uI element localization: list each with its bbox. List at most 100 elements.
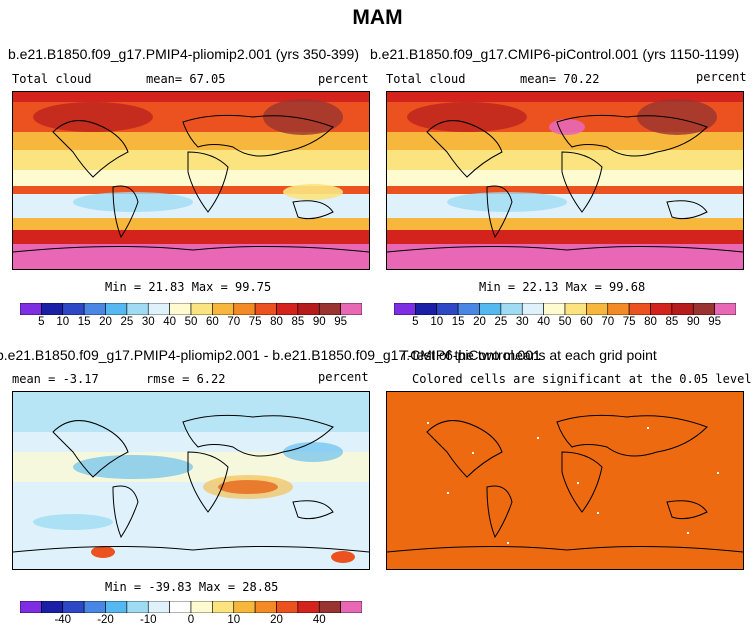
colorbar-tick-label: 85: [291, 316, 305, 328]
colorbar-swatch: [628, 303, 651, 315]
panel-1-minmax: Min = 21.83 Max = 99.75: [105, 280, 272, 294]
colorbar-tick-label: 40: [312, 614, 326, 626]
panel-2-minmax: Min = 22.13 Max = 99.68: [479, 280, 646, 294]
colorbar-swatch: [692, 303, 715, 315]
colorbar-tick-label: 85: [665, 316, 679, 328]
colorbar-swatch: [276, 601, 299, 613]
colorbar-swatch: [254, 303, 277, 315]
colorbar-tick-label: 80: [644, 316, 657, 328]
colorbar-swatch: [147, 601, 170, 613]
panel-2-variable-label: Total cloud: [386, 72, 466, 86]
panel-1-title: b.e21.B1850.f09_g17.PMIP4-pliomip2.001 (…: [8, 46, 359, 62]
panel-4-significance-label: Colored cells are significant at the 0.0…: [412, 372, 752, 386]
colorbar-swatch: [543, 303, 566, 315]
colorbar-swatch: [169, 601, 192, 613]
colorbar-tick-label: 5: [38, 316, 45, 328]
colorbar-tick-label: 0: [187, 614, 195, 626]
colorbar-swatch: [586, 303, 609, 315]
colorbar-tick-label: -10: [139, 614, 157, 626]
panel-3-units-label: percent: [318, 370, 369, 384]
colorbar-tick-label: 90: [312, 316, 326, 328]
colorbar-tick-label: 60: [579, 316, 593, 328]
ttest-nonsignificant-points: [427, 422, 719, 544]
colorbar-swatch: [276, 303, 299, 315]
colorbar-tick-label: 70: [601, 316, 615, 328]
panel-2-map: [386, 91, 744, 270]
colorbar-tick-label: 25: [120, 316, 134, 328]
colorbar-swatch: [83, 601, 106, 613]
colorbar-tick-label: 20: [99, 316, 112, 328]
colorbar-tick-label: 30: [515, 316, 529, 328]
colorbar-swatch: [436, 303, 459, 315]
colorbar-swatch: [62, 303, 85, 315]
colorbar-swatch: [318, 303, 341, 315]
colorbar-tick-label: -40: [54, 614, 72, 626]
colorbar-swatch: [394, 303, 416, 315]
colorbar-tick-label: 50: [558, 316, 572, 328]
colorbar-swatch: [479, 303, 502, 315]
colorbar-tick-label: 5: [412, 316, 419, 328]
colorbar-tick-label: 75: [622, 316, 636, 328]
colorbar-swatch: [190, 601, 213, 613]
panel-1-mean-label: mean= 67.05: [146, 72, 226, 86]
colorbar-swatch: [233, 601, 256, 613]
colorbar-swatch: [105, 601, 128, 613]
colorbar-tick-label: 95: [708, 316, 722, 328]
colorbar-swatch: [126, 601, 149, 613]
panel-3-colorbar: -40 -20 -10 0 10 20 40: [20, 601, 362, 627]
colorbar-tick-label: 25: [494, 316, 508, 328]
colorbar-tick-label: 10: [227, 614, 241, 626]
colorbar-tick-label: 50: [184, 316, 198, 328]
colorbar-swatch: [318, 601, 341, 613]
colorbar-swatch: [62, 601, 85, 613]
colorbar-swatch: [41, 303, 64, 315]
colorbar-tick-label: 40: [537, 316, 551, 328]
colorbar-tick-label: 15: [77, 316, 91, 328]
colorbar-tick-label: 10: [430, 316, 444, 328]
colorbar-tick-label: 40: [163, 316, 177, 328]
colorbar-tick-label: 15: [451, 316, 465, 328]
panel-3-rmse-label: rmse = 6.22: [146, 372, 226, 386]
page-title: MAM: [352, 6, 403, 29]
panel-1-map: [12, 91, 370, 270]
colorbar-swatch: [126, 303, 149, 315]
colorbar-swatch: [212, 601, 235, 613]
colorbar-tick-label: 20: [473, 316, 486, 328]
panel-3-minmax: Min = -39.83 Max = 28.85: [105, 580, 279, 594]
colorbar-tick-label: 10: [56, 316, 70, 328]
panel-4-title: T-test of the two means at each grid poi…: [400, 347, 657, 363]
colorbar-tick-label: 20: [270, 614, 283, 626]
colorbar-swatch: [607, 303, 630, 315]
colorbar-swatch: [564, 303, 587, 315]
colorbar-tick-label: 60: [205, 316, 219, 328]
panel-2-colorbar: 5 10 15 20 25 30 40 50 60 70 75 80 85 90 95: [394, 303, 736, 333]
colorbar-swatch: [41, 601, 64, 613]
colorbar-swatch: [650, 303, 673, 315]
colorbar-swatch: [169, 303, 192, 315]
colorbar-swatch: [457, 303, 480, 315]
colorbar-swatch: [521, 303, 544, 315]
panel-2-title: b.e21.B1850.f09_g17.CMIP6-piControl.001 …: [370, 46, 740, 62]
colorbar-tick-label: 80: [270, 316, 283, 328]
colorbar-tick-label: 95: [334, 316, 348, 328]
colorbar-swatch: [340, 601, 362, 613]
colorbar-swatch: [190, 303, 213, 315]
colorbar-tick-label: 70: [227, 316, 241, 328]
colorbar-swatch: [254, 601, 277, 613]
panel-1-variable-label: Total cloud: [12, 72, 92, 86]
colorbar-tick-label: 90: [686, 316, 700, 328]
colorbar-swatch: [340, 303, 362, 315]
colorbar-swatch: [297, 601, 320, 613]
colorbar-swatch: [147, 303, 170, 315]
panel-3-map: [12, 391, 370, 570]
colorbar-swatch: [20, 601, 42, 613]
colorbar-swatch: [714, 303, 736, 315]
colorbar-tick-label: -20: [97, 614, 114, 626]
colorbar-swatch: [297, 303, 320, 315]
colorbar-swatch: [415, 303, 438, 315]
colorbar-swatch: [105, 303, 128, 315]
panel-4-map: [386, 391, 744, 570]
panel-2-units-label: percent: [696, 70, 747, 84]
colorbar-swatch: [20, 303, 42, 315]
colorbar-tick-label: 75: [248, 316, 262, 328]
